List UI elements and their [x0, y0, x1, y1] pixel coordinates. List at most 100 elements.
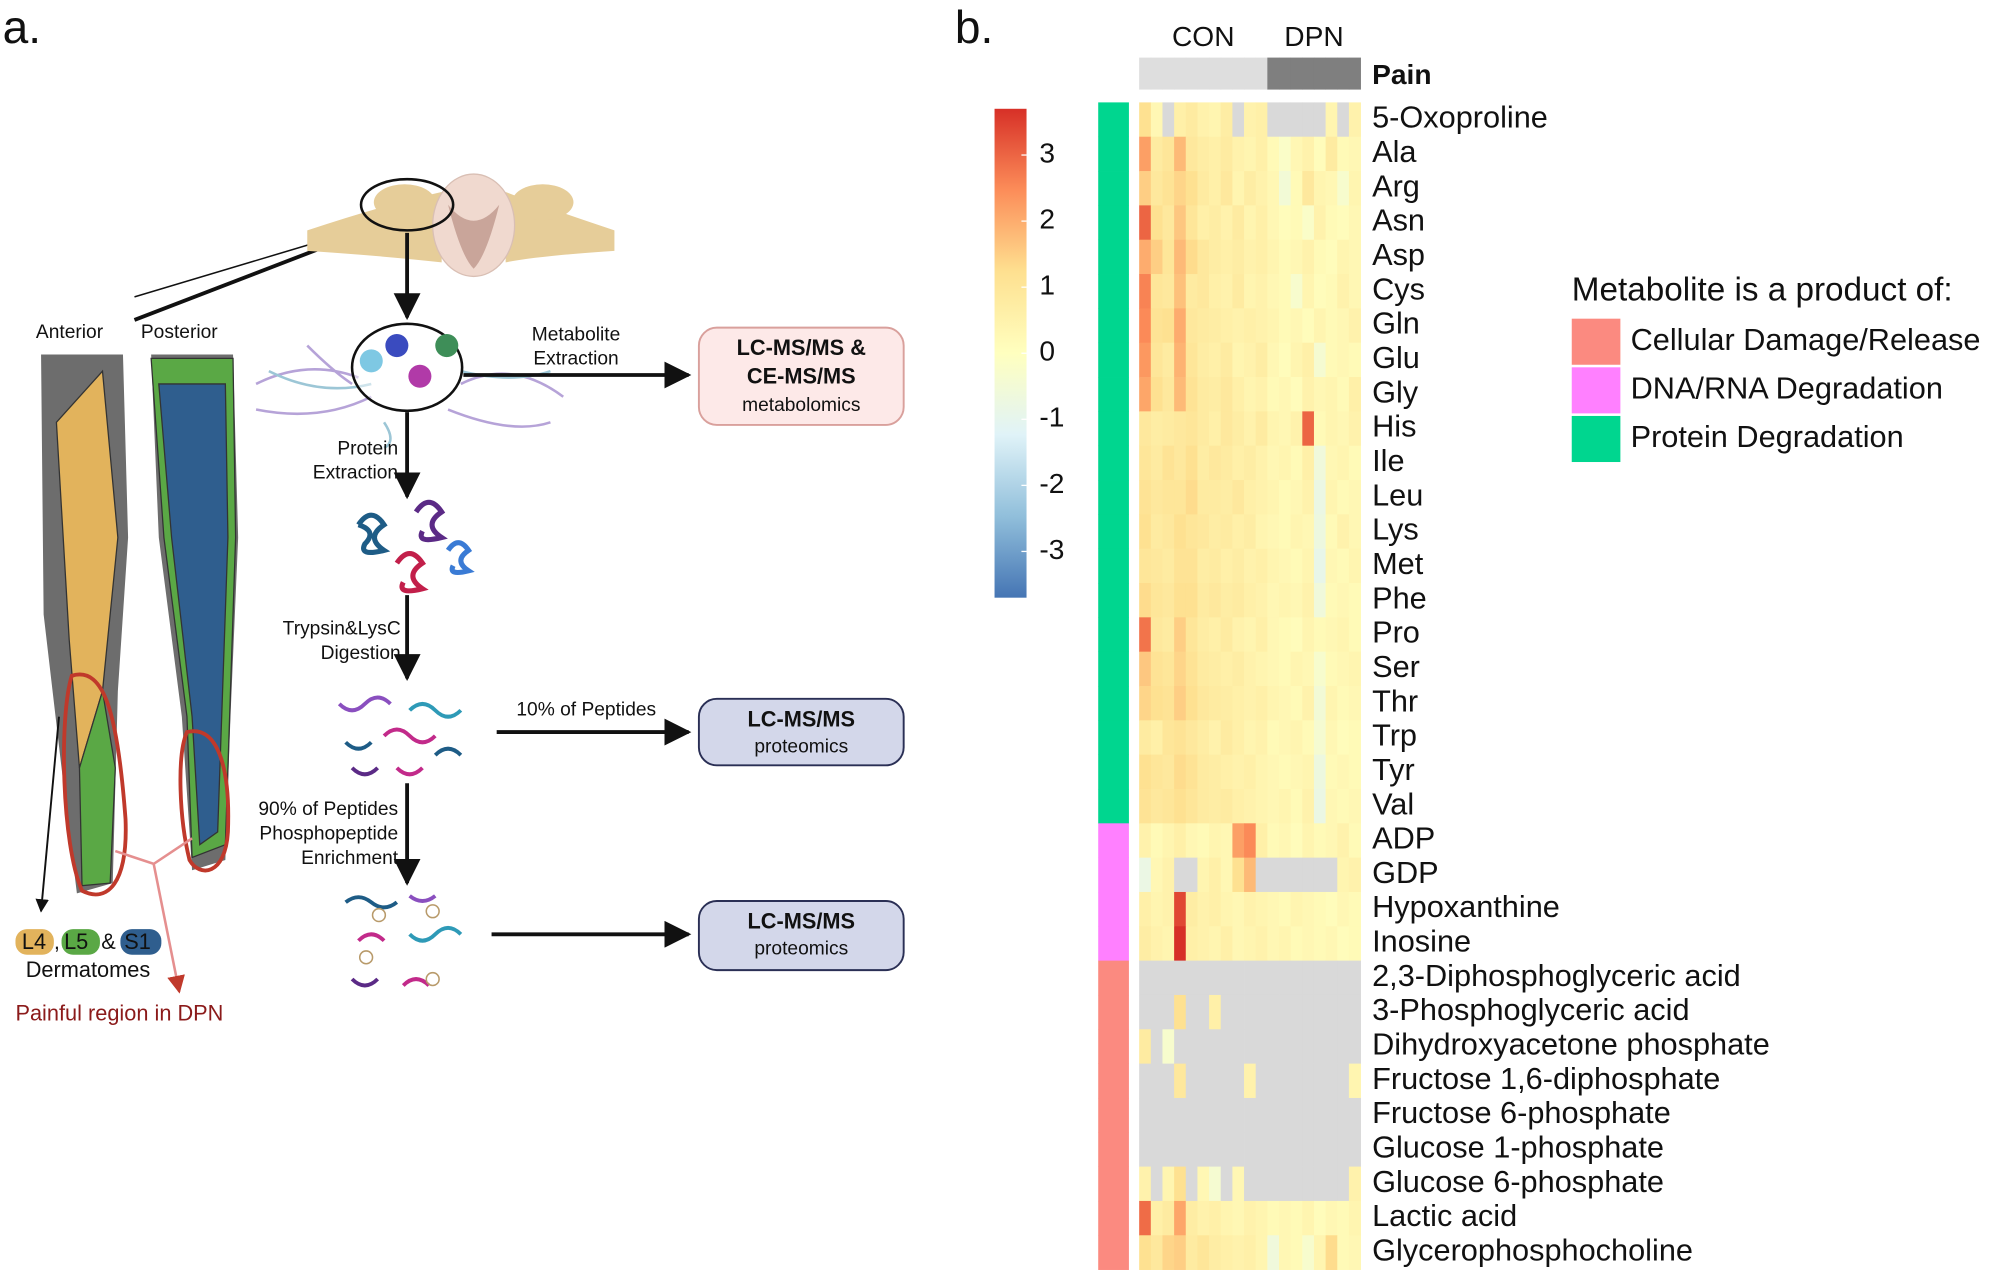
heatmap-cell — [1325, 994, 1338, 1030]
heatmap-cell — [1150, 994, 1163, 1030]
row-group-cell — [1098, 205, 1129, 241]
heatmap-cell — [1313, 891, 1326, 927]
painful-outline — [178, 729, 231, 873]
heatmap-cell — [1209, 960, 1222, 996]
heatmap-cell — [1302, 1029, 1315, 1065]
heatmap-cell — [1150, 308, 1163, 344]
heatmap-cell — [1290, 1029, 1303, 1065]
heatmap-cell — [1325, 514, 1338, 550]
heatmap-cell — [1337, 1097, 1350, 1133]
heatmap-cell — [1150, 960, 1163, 996]
heatmap-cell — [1313, 136, 1326, 172]
heatmap-cell — [1313, 720, 1326, 756]
heatmap-cell — [1209, 239, 1222, 275]
heatmap-cell — [1337, 857, 1350, 893]
column-annotation-cell — [1150, 57, 1163, 90]
heatmap-cell — [1302, 342, 1315, 378]
row-label: Gln — [1372, 306, 1420, 341]
heatmap-cell — [1220, 205, 1233, 241]
heatmap-cell — [1302, 480, 1315, 515]
heatmap-cell — [1162, 1166, 1175, 1202]
heatmap-cell — [1232, 960, 1245, 996]
heatmap-cell — [1209, 102, 1222, 138]
heatmap-cell — [1255, 926, 1268, 962]
drg — [373, 184, 436, 221]
heatmap-cell — [1348, 377, 1361, 412]
heatmap-cell — [1162, 308, 1175, 344]
heatmap-cell — [1232, 342, 1245, 378]
heatmap-cell — [1267, 891, 1280, 927]
heatmap-cell — [1232, 857, 1245, 893]
heatmap-cell — [1150, 788, 1163, 824]
row-group-cell — [1098, 445, 1129, 481]
row-label: 5-Oxoproline — [1372, 100, 1548, 135]
label: Dermatomes — [26, 957, 151, 982]
row-group-cell — [1098, 514, 1129, 550]
heatmap-cell — [1267, 720, 1280, 756]
heatmap-cell — [1290, 788, 1303, 824]
heatmap-cell — [1267, 994, 1280, 1030]
heatmap-cell — [1348, 1166, 1361, 1202]
heatmap-cell — [1150, 1029, 1163, 1065]
heatmap-cell — [1185, 994, 1198, 1030]
heatmap-cell — [1348, 1132, 1361, 1167]
heatmap-cell — [1185, 548, 1198, 584]
heatmap-cell — [1337, 685, 1350, 721]
heatmap-cell — [1185, 754, 1198, 790]
heatmap-cell — [1302, 857, 1315, 893]
heatmap-cell — [1290, 1235, 1303, 1270]
heatmap-cell — [1220, 651, 1233, 687]
heatmap-cell — [1197, 411, 1210, 447]
heatmap-cell — [1232, 1132, 1245, 1167]
heatmap-cell — [1337, 926, 1350, 962]
row-label: Gly — [1372, 374, 1419, 409]
heatmap-cell — [1162, 960, 1175, 996]
column-annotation-cell — [1325, 57, 1338, 90]
heatmap-cell — [1337, 548, 1350, 584]
row-label: 3-Phosphoglyceric acid — [1372, 992, 1689, 1027]
heatmap-cell — [1197, 274, 1210, 309]
heatmap-cell — [1244, 1132, 1257, 1167]
label: Digestion — [321, 643, 401, 664]
heatmap-cell — [1209, 857, 1222, 893]
column-annotation-cell — [1185, 57, 1198, 90]
heatmap-cell — [1313, 823, 1326, 859]
legend-label: Protein Degradation — [1631, 419, 1904, 454]
heatmap-cell — [1162, 1235, 1175, 1270]
heatmap-cell — [1197, 548, 1210, 584]
heatmap-cell — [1185, 857, 1198, 893]
proteins — [356, 499, 475, 594]
heatmap-cell — [1337, 1063, 1350, 1099]
label: LC-MS/MS — [748, 909, 856, 934]
heatmap-cell — [1302, 823, 1315, 859]
heatmap-cell — [1290, 926, 1303, 962]
heatmap-cell — [1209, 274, 1222, 309]
column-group-label: DPN — [1284, 21, 1343, 52]
heatmap-cell — [1150, 857, 1163, 893]
heatmap-cell — [1267, 788, 1280, 824]
heatmap-cell — [1139, 583, 1152, 618]
row-group-cell — [1098, 754, 1129, 790]
label: Protein — [337, 438, 398, 459]
heatmap-cell — [1220, 1235, 1233, 1270]
heatmap-cell — [1232, 377, 1245, 412]
heatmap-cell — [1162, 651, 1175, 687]
heatmap-cell — [1302, 205, 1315, 241]
heatmap-cell — [1244, 274, 1257, 309]
heatmap-cell — [1232, 239, 1245, 275]
heatmap-cell — [1348, 514, 1361, 550]
heatmap-cell — [1185, 685, 1198, 721]
heatmap-cell — [1220, 788, 1233, 824]
neuron — [385, 334, 409, 358]
heatmap-cell — [1290, 754, 1303, 790]
heatmap-cell — [1185, 1097, 1198, 1133]
heatmap-cell — [1220, 514, 1233, 550]
heatmap-cell — [1337, 171, 1350, 206]
heatmap-cell — [1267, 377, 1280, 412]
heatmap-cell — [1290, 342, 1303, 378]
heatmap-cell — [1209, 171, 1222, 206]
heatmap-cell — [1244, 857, 1257, 893]
heatmap-cell — [1209, 891, 1222, 927]
row-label: Fructose 6-phosphate — [1372, 1095, 1671, 1130]
